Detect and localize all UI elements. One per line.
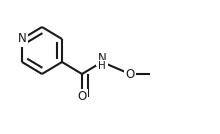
Text: N: N: [98, 51, 106, 64]
Text: O: O: [125, 68, 135, 81]
Text: N: N: [18, 33, 26, 46]
Text: O: O: [77, 90, 87, 103]
Text: H: H: [98, 61, 106, 71]
